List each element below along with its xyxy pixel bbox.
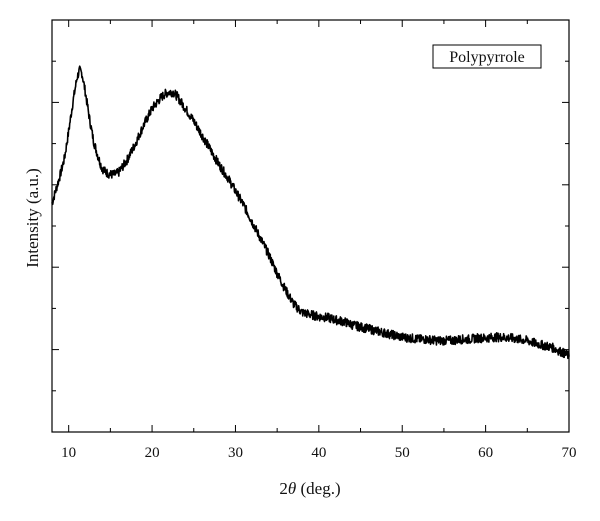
y-axis-title: Intensity (a.u.)	[23, 168, 42, 268]
x-tick-label: 20	[145, 445, 160, 461]
x-tick-label: 10	[61, 445, 76, 461]
x-tick-label: 30	[228, 445, 243, 461]
x-tick-label: 70	[562, 445, 577, 461]
x-tick-label: 50	[395, 445, 410, 461]
x-axis-ticks: 10 20 30 40 50 60 70	[61, 20, 577, 461]
x-tick-label: 40	[311, 445, 326, 461]
legend-box	[432, 44, 542, 69]
y-axis-ticks	[52, 19, 569, 433]
x-axis-title: 2θ (deg.)	[279, 479, 340, 498]
x-tick-label: 60	[478, 445, 493, 461]
plot-frame	[51, 19, 570, 433]
legend: Polypyrrole	[432, 44, 542, 69]
series-line-polypyrrole	[51, 65, 570, 360]
legend-label: Polypyrrole	[449, 49, 525, 66]
